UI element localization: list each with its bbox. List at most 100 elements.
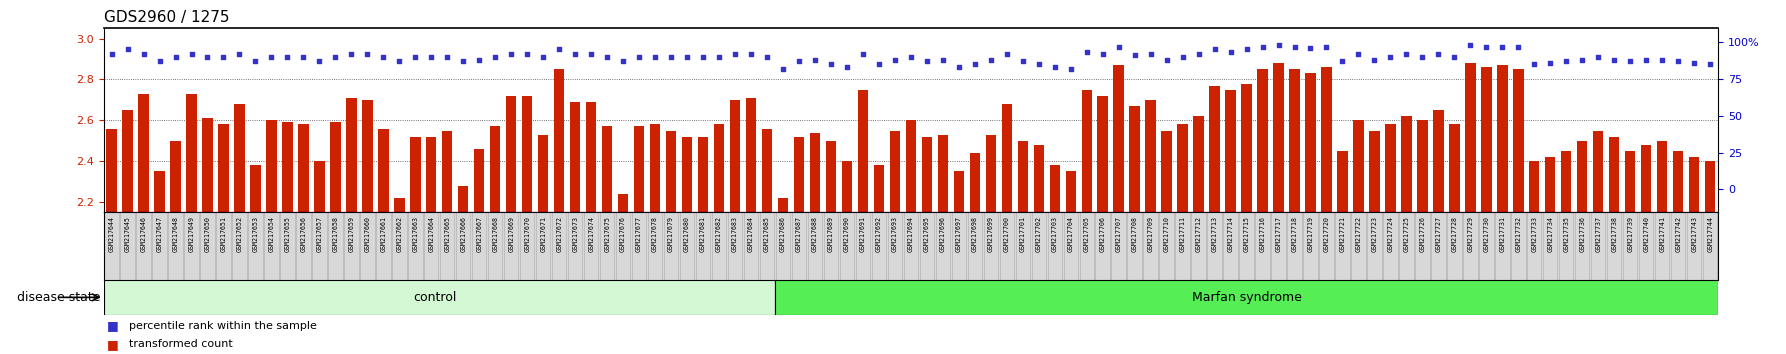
Text: GSM217697: GSM217697 xyxy=(956,216,963,252)
Bar xyxy=(379,129,389,212)
Point xyxy=(1552,58,1581,64)
Point xyxy=(1248,44,1277,49)
Bar xyxy=(904,212,918,280)
Point xyxy=(513,51,541,57)
Bar xyxy=(1465,63,1475,212)
Bar xyxy=(505,96,516,212)
Bar xyxy=(586,102,597,212)
Point xyxy=(273,54,302,60)
Bar xyxy=(1559,212,1573,280)
Text: control: control xyxy=(414,291,457,304)
Text: GSM217737: GSM217737 xyxy=(1595,216,1602,252)
Point xyxy=(1184,51,1213,57)
Bar xyxy=(280,212,295,280)
Bar xyxy=(1447,212,1461,280)
Bar xyxy=(443,131,452,212)
Bar xyxy=(1575,212,1590,280)
Point xyxy=(464,57,493,63)
Text: GSM217644: GSM217644 xyxy=(109,216,114,252)
Point xyxy=(1057,66,1086,72)
Bar xyxy=(248,212,263,280)
Point xyxy=(354,51,382,57)
Bar xyxy=(698,137,709,212)
Point xyxy=(1329,58,1357,64)
Bar xyxy=(1193,116,1204,212)
Bar xyxy=(1127,212,1141,280)
Bar xyxy=(600,212,614,280)
Bar xyxy=(1111,212,1125,280)
Point xyxy=(1568,57,1597,63)
Point xyxy=(848,51,877,57)
Text: GSM217711: GSM217711 xyxy=(1179,216,1186,252)
Text: GSM217693: GSM217693 xyxy=(891,216,898,252)
Text: GSM217681: GSM217681 xyxy=(700,216,705,252)
Text: GSM217645: GSM217645 xyxy=(125,216,130,252)
Text: GSM217720: GSM217720 xyxy=(1323,216,1329,252)
Point xyxy=(1536,60,1565,65)
Bar xyxy=(1527,212,1541,280)
Text: GSM217700: GSM217700 xyxy=(1004,216,1009,252)
Point xyxy=(480,54,509,60)
Text: GSM217648: GSM217648 xyxy=(173,216,179,252)
Text: GSM217724: GSM217724 xyxy=(1388,216,1393,252)
Text: GSM217658: GSM217658 xyxy=(332,216,338,252)
Point xyxy=(864,61,893,67)
Text: GSM217735: GSM217735 xyxy=(1563,216,1570,252)
Bar xyxy=(1448,125,1459,212)
Text: GSM217736: GSM217736 xyxy=(1579,216,1586,252)
Bar xyxy=(1256,212,1270,280)
Text: GDS2960 / 1275: GDS2960 / 1275 xyxy=(104,10,229,25)
Point xyxy=(416,54,445,60)
Point xyxy=(1025,61,1054,67)
Text: GSM217687: GSM217687 xyxy=(797,216,802,252)
Bar xyxy=(168,212,182,280)
Point xyxy=(1313,44,1341,49)
Point xyxy=(257,54,286,60)
Bar xyxy=(411,137,420,212)
Bar xyxy=(1593,131,1604,212)
Bar xyxy=(823,212,838,280)
Bar xyxy=(536,212,550,280)
Point xyxy=(145,58,173,64)
Bar xyxy=(906,120,916,212)
Bar xyxy=(648,212,663,280)
Point xyxy=(1136,51,1164,57)
Bar xyxy=(730,100,739,212)
Bar xyxy=(120,212,134,280)
Text: GSM217652: GSM217652 xyxy=(236,216,243,252)
Text: GSM217731: GSM217731 xyxy=(1498,216,1506,252)
Point xyxy=(977,57,1006,63)
Bar xyxy=(1382,212,1398,280)
Text: GSM217706: GSM217706 xyxy=(1100,216,1106,252)
Bar xyxy=(1591,212,1606,280)
Bar xyxy=(984,212,998,280)
Point xyxy=(609,58,638,64)
Bar xyxy=(968,212,982,280)
Bar xyxy=(763,129,772,212)
Point xyxy=(1216,50,1245,55)
Bar xyxy=(345,212,359,280)
Bar xyxy=(1370,131,1379,212)
Bar xyxy=(570,102,580,212)
Text: GSM217684: GSM217684 xyxy=(748,216,754,252)
Point xyxy=(545,47,573,52)
Bar xyxy=(1418,120,1427,212)
Point xyxy=(1361,57,1390,63)
Point xyxy=(561,51,589,57)
Bar xyxy=(1143,212,1157,280)
Point xyxy=(402,54,430,60)
Point xyxy=(1345,51,1373,57)
Bar xyxy=(634,126,645,212)
Text: GSM217721: GSM217721 xyxy=(1340,216,1345,252)
Bar xyxy=(377,212,391,280)
Text: GSM217683: GSM217683 xyxy=(732,216,738,252)
Bar xyxy=(423,212,439,280)
Bar xyxy=(888,212,902,280)
Point xyxy=(673,54,702,60)
Point xyxy=(432,54,461,60)
Bar xyxy=(857,90,868,212)
Bar xyxy=(202,118,213,212)
Bar xyxy=(1673,151,1684,212)
Bar xyxy=(1431,212,1445,280)
Bar xyxy=(1129,106,1139,212)
